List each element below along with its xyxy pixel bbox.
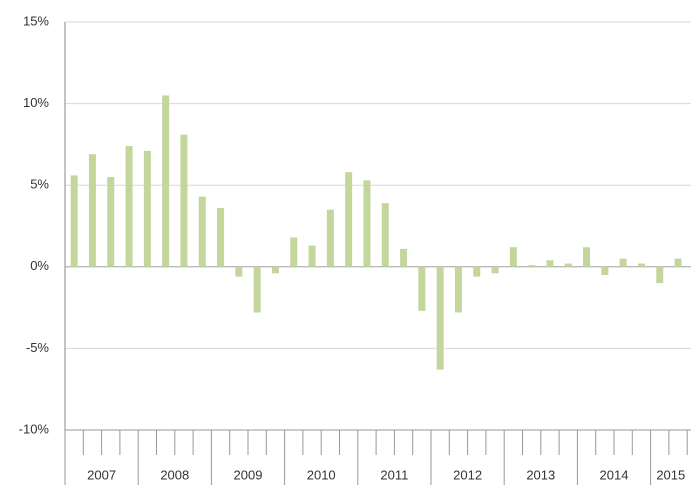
y-tick-label: -10% <box>19 421 50 436</box>
bar <box>656 266 664 284</box>
bar <box>290 237 298 267</box>
x-group-label: 2011 <box>380 467 408 482</box>
bar <box>509 247 517 267</box>
bar <box>162 95 170 267</box>
x-group-label: 2014 <box>600 467 629 482</box>
y-tick-label: 5% <box>30 177 49 192</box>
bar <box>637 263 645 267</box>
bar <box>473 266 481 277</box>
x-group-label: 2013 <box>526 467 555 482</box>
bar <box>180 134 188 267</box>
bar <box>345 172 353 267</box>
bar <box>400 248 408 267</box>
y-tick-label: 15% <box>23 13 49 28</box>
bar <box>583 247 591 267</box>
bar <box>326 209 334 267</box>
x-group-label: 2009 <box>234 467 263 482</box>
bar <box>217 208 225 267</box>
bar <box>491 266 499 274</box>
bar <box>125 146 133 267</box>
y-tick-label: 10% <box>23 95 49 110</box>
bar <box>235 266 243 277</box>
bar <box>674 258 682 267</box>
bar <box>143 150 151 267</box>
x-group-label: 2012 <box>453 467 482 482</box>
bar <box>198 196 206 267</box>
bar <box>436 266 444 370</box>
bar <box>308 245 316 267</box>
x-group-label: 2010 <box>307 467 336 482</box>
bar <box>564 263 572 267</box>
x-group-label: 2007 <box>87 467 116 482</box>
bar <box>619 258 627 267</box>
bar <box>381 203 389 267</box>
y-tick-label: 0% <box>30 258 49 273</box>
bar <box>528 265 536 267</box>
x-group-label: 2008 <box>160 467 189 482</box>
bar <box>70 175 78 267</box>
bar <box>107 177 115 267</box>
x-group-label: 2015 <box>656 467 685 482</box>
bar <box>418 266 426 311</box>
bar <box>271 266 279 274</box>
bar <box>601 266 609 275</box>
bar <box>546 260 554 267</box>
y-tick-label: -5% <box>26 340 50 355</box>
bar <box>363 180 371 267</box>
bar <box>88 154 96 267</box>
bar <box>253 266 261 313</box>
bar <box>454 266 462 313</box>
